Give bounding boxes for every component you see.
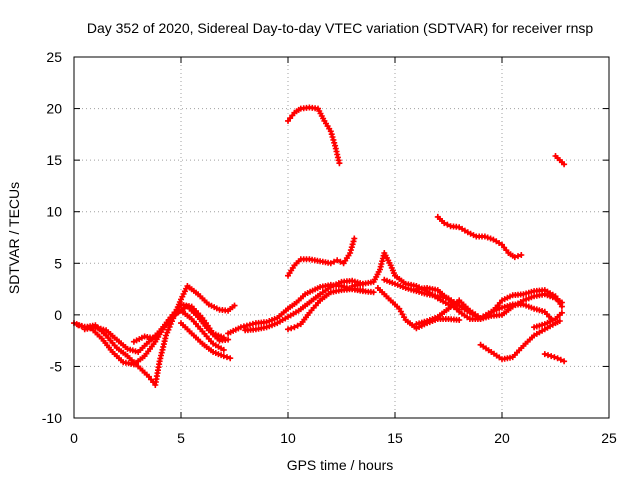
y-tick-label: 0 xyxy=(54,307,62,323)
data-point xyxy=(227,355,234,362)
data-point xyxy=(327,128,334,135)
data-point xyxy=(541,351,548,358)
data-point xyxy=(220,353,227,360)
data-point xyxy=(548,353,555,360)
data-point xyxy=(336,160,343,167)
data-point xyxy=(481,233,488,240)
data-point xyxy=(78,322,85,329)
data-point xyxy=(351,235,358,242)
data-point xyxy=(561,358,568,365)
data-point xyxy=(511,254,518,261)
data-point xyxy=(224,354,230,361)
data-point xyxy=(545,352,551,359)
data-point xyxy=(327,260,334,267)
x-tick-label: 10 xyxy=(280,430,296,446)
series-arc-15 xyxy=(413,297,555,328)
chart-title: Day 352 of 2020, Sidereal Day-to-day VTE… xyxy=(87,20,593,36)
series-arc-12 xyxy=(374,285,463,332)
data-point xyxy=(331,258,337,265)
data-point xyxy=(220,346,227,353)
axis-ticks: 0 5 10 15 20 25 -10 -5 0 5 10 15 20 25 xyxy=(42,49,617,446)
data-point xyxy=(370,289,377,296)
data-point xyxy=(334,257,341,264)
data-point xyxy=(291,324,298,331)
data-point xyxy=(347,247,354,254)
data-point xyxy=(225,336,232,343)
data-point xyxy=(444,221,451,228)
series-arc-17 xyxy=(477,318,563,363)
series-arc-9 xyxy=(285,104,343,167)
data-point xyxy=(331,139,338,146)
y-tick-label: -10 xyxy=(42,410,62,426)
x-tick-label: 0 xyxy=(70,430,78,446)
series-arc-19 xyxy=(541,351,568,365)
plot-frame xyxy=(73,56,610,419)
series-arc-4 xyxy=(130,303,232,345)
data-point xyxy=(231,302,238,309)
data-point xyxy=(237,324,244,331)
series-arc-7 xyxy=(242,277,366,334)
data-point xyxy=(561,161,568,168)
series-arc-16 xyxy=(434,213,525,261)
data-point xyxy=(556,318,563,324)
data-series xyxy=(71,104,568,388)
data-point xyxy=(349,241,356,248)
data-point xyxy=(337,258,344,265)
x-tick-label: 15 xyxy=(387,430,403,446)
series-arc-8 xyxy=(285,286,377,333)
data-point xyxy=(329,134,336,140)
data-point xyxy=(330,136,337,143)
series-arc-18 xyxy=(531,309,565,331)
data-point xyxy=(288,325,295,332)
data-point xyxy=(518,252,525,258)
series-arc-5 xyxy=(178,320,234,362)
data-point xyxy=(558,309,565,316)
x-axis-label: GPS time / hours xyxy=(287,457,394,473)
data-point xyxy=(551,354,558,361)
y-tick-label: 25 xyxy=(46,49,62,65)
series-arc-20 xyxy=(552,153,568,168)
series-arc-10 xyxy=(285,235,358,279)
data-point xyxy=(558,303,565,310)
data-point xyxy=(515,253,521,260)
y-tick-label: 20 xyxy=(46,101,62,117)
y-tick-label: 5 xyxy=(54,255,62,271)
data-point xyxy=(484,234,491,241)
x-tick-label: 25 xyxy=(601,430,617,446)
data-point xyxy=(456,317,463,323)
data-point xyxy=(294,322,301,329)
data-point xyxy=(441,220,448,227)
y-tick-label: 10 xyxy=(46,204,62,220)
series-arc-6 xyxy=(225,281,366,337)
y-axis-label: SDTVAR / TECUs xyxy=(6,182,22,294)
y-tick-label: -5 xyxy=(50,358,63,374)
data-point xyxy=(557,356,564,363)
data-point xyxy=(285,326,291,333)
data-point xyxy=(243,322,250,329)
data-point xyxy=(348,244,355,251)
x-tick-label: 20 xyxy=(494,430,510,446)
x-tick-label: 5 xyxy=(177,430,185,446)
y-tick-label: 15 xyxy=(46,152,62,168)
data-point xyxy=(554,355,561,362)
